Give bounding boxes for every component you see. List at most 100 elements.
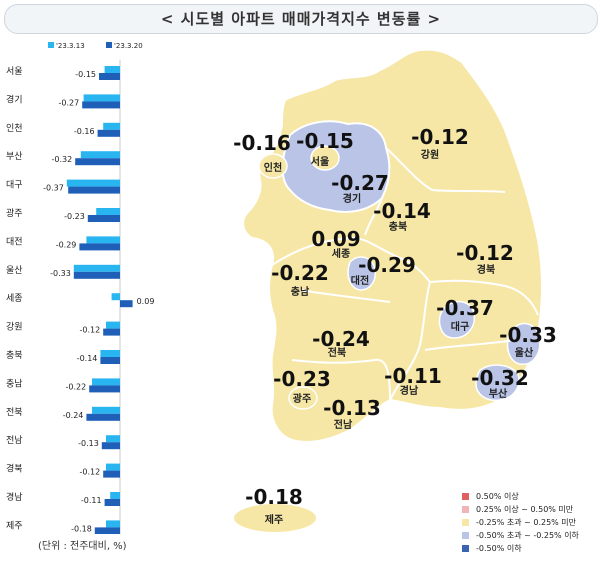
region-map: -0.15서울-0.27경기-0.16인천-0.12강원-0.14충북0.09세… (232, 48, 557, 534)
bar-prev (106, 321, 120, 329)
region-value: -0.24 (312, 327, 370, 351)
category-label: 대전 (6, 236, 23, 247)
region-value: -0.13 (323, 396, 381, 420)
legend-label: '23.3.13 (56, 42, 85, 50)
data-label: -0.14 (77, 354, 98, 363)
region-name: 대구 (451, 320, 469, 333)
data-label: -0.27 (58, 98, 79, 107)
region-name: 경기 (343, 192, 361, 205)
category-label: 대구 (6, 180, 23, 191)
region-value: -0.22 (271, 261, 329, 285)
bar-row: 경기 -0.27 (6, 93, 120, 109)
map-daejeon (347, 256, 376, 291)
category-label: 경북 (6, 463, 23, 475)
region-value: -0.12 (411, 125, 469, 149)
legend-swatch (48, 42, 54, 48)
bar-prev (110, 492, 120, 499)
map-labels: -0.15서울-0.27경기-0.16인천-0.12강원-0.14충북0.09세… (233, 125, 557, 526)
bar-curr (89, 385, 120, 393)
region-value: -0.23 (273, 367, 331, 391)
region-name: 광주 (293, 393, 311, 405)
map-busan (475, 364, 520, 402)
region-name: 충북 (389, 220, 407, 233)
bar-curr (82, 101, 120, 109)
bar-curr (101, 442, 120, 450)
region-name: 전남 (334, 418, 353, 431)
region-name: 울산 (515, 346, 534, 359)
region-name: 서울 (311, 155, 329, 168)
map-gyeonggi (281, 120, 391, 213)
legend-swatch (462, 518, 469, 526)
bar-curr (103, 470, 120, 478)
legend-label: 0.50% 이상 (476, 491, 519, 501)
region-name: 부산 (489, 387, 508, 400)
legend-item: 0.25% 이상 ~ 0.50% 미만 (462, 503, 579, 515)
bar-row: 전남 -0.13 (6, 435, 120, 450)
data-label: -0.33 (50, 269, 71, 278)
bar-row: 부산 -0.32 (6, 151, 120, 166)
bar-prev (86, 236, 120, 244)
category-label: 전남 (6, 435, 23, 446)
title-bar: < 시도별 아파트 매매가격지수 변동률 > (4, 4, 598, 34)
bar-row: 제주 -0.18 (6, 520, 120, 534)
bar-legend: '23.3.13 '23.3.20 (48, 42, 143, 50)
map-borders (271, 147, 539, 401)
region-name: 경남 (400, 384, 419, 397)
bar-prev (106, 520, 120, 528)
data-label: -0.37 (43, 184, 64, 193)
category-label: 서울 (6, 66, 23, 77)
bar-curr (87, 215, 120, 222)
legend-swatch (106, 42, 112, 48)
region-name: 대전 (351, 274, 369, 287)
category-label: 충북 (6, 350, 23, 361)
data-label: -0.11 (81, 496, 102, 505)
region-name: 경북 (477, 263, 495, 276)
region-name: 인천 (264, 161, 282, 174)
bar-curr (79, 243, 120, 251)
data-label: -0.15 (75, 70, 96, 79)
data-label: -0.18 (71, 524, 92, 533)
region-name: 강원 (421, 148, 439, 161)
region-value: -0.37 (436, 296, 494, 320)
bar-curr (68, 186, 120, 194)
map-daegu (438, 300, 476, 339)
legend-label: -0.50% 이하 (476, 543, 522, 553)
bar-chart: '23.3.13 '23.3.20 서울 -0.15 경기 -0.27 인천 -0.16 부산 -… (6, 42, 155, 534)
bar-curr (104, 499, 120, 506)
category-label: 울산 (6, 265, 23, 276)
category-label: 제주 (6, 520, 23, 531)
map-ulsan (506, 322, 541, 365)
unit-note: (단위 : 전주대비, %) (38, 541, 127, 552)
legend-label: 0.25% 이상 ~ 0.50% 미만 (476, 504, 574, 514)
data-label: -0.16 (74, 127, 95, 136)
bar-curr (97, 129, 120, 137)
data-label: -0.12 (79, 326, 100, 335)
legend-item: -0.50% 초과 ~ -0.25% 이하 (462, 529, 579, 541)
region-value: 0.09 (311, 227, 360, 251)
legend-item: -0.50% 이하 (462, 542, 579, 554)
data-label: -0.24 (63, 411, 84, 420)
category-label: 부산 (6, 151, 23, 162)
region-value: -0.15 (296, 129, 354, 153)
data-label: -0.13 (78, 439, 99, 448)
bar-row: 울산 -0.33 (6, 264, 120, 279)
map-seoul (310, 145, 340, 171)
bar-curr (103, 328, 120, 336)
bar-prev (92, 378, 120, 386)
bar-row: 인천 -0.16 (6, 122, 120, 137)
bar-row: 경남 -0.11 (6, 491, 120, 506)
region-name: 제주 (265, 513, 283, 526)
region-value: -0.29 (358, 253, 416, 277)
bar-prev (80, 151, 120, 159)
bar-row: 전북 -0.24 (6, 406, 120, 421)
map-shapes (232, 48, 543, 534)
legend-swatch (462, 544, 469, 552)
legend-swatch (462, 505, 469, 513)
map-jeju (232, 502, 318, 534)
region-name: 세종 (332, 247, 350, 260)
legend-label: -0.25% 초과 ~ 0.25% 미만 (476, 517, 577, 527)
bar-prev (96, 208, 120, 215)
data-label: -0.12 (79, 468, 100, 477)
data-label: 0.09 (137, 297, 155, 306)
bar-row: 충북 -0.14 (6, 350, 120, 364)
